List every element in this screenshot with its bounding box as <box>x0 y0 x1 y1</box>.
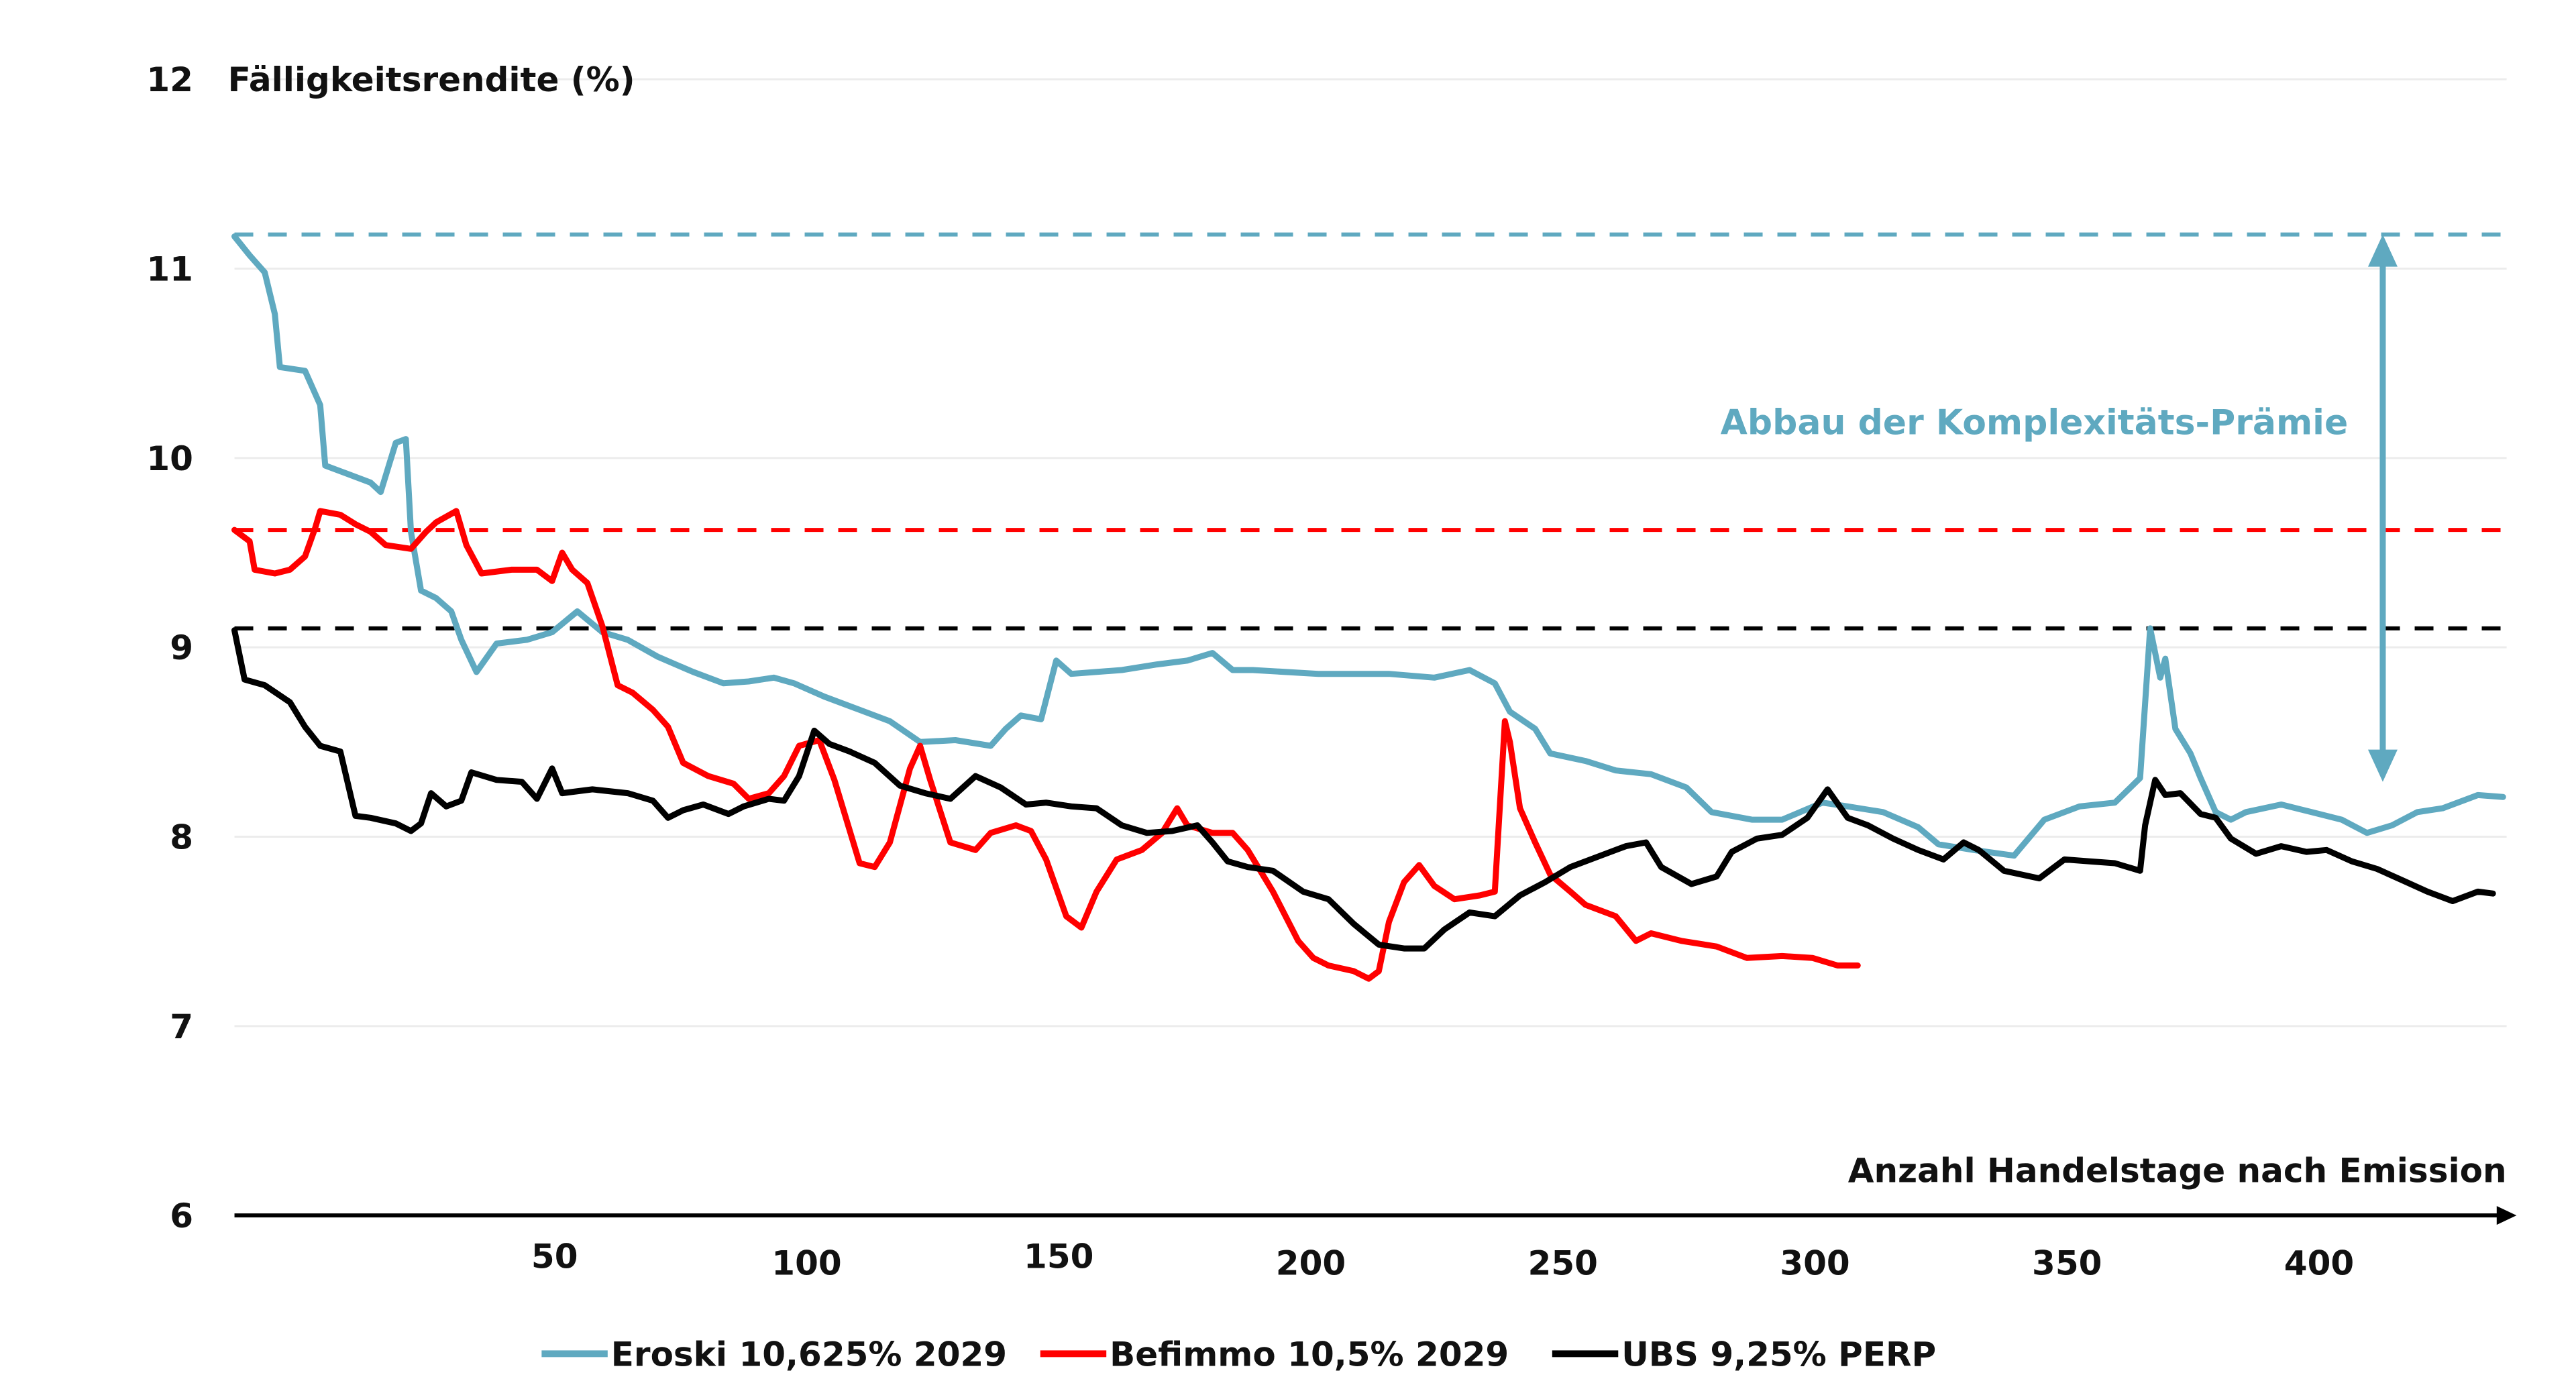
series-line-1 <box>231 508 1861 982</box>
x-axis-title: Anzahl Handelstage nach Emission <box>1848 1151 2507 1190</box>
gridlines <box>234 78 2507 1028</box>
legend-label-1: Befimmo 10,5% 2029 <box>1110 1335 1509 1374</box>
x-axis <box>234 1206 2517 1225</box>
series-line-0 <box>231 233 2506 859</box>
y-tick-label-11: 11 <box>146 250 193 288</box>
legend-label-2: UBS 9,25% PERP <box>1621 1335 1936 1374</box>
annotation-label: Abbau der Komplexitäts-Prämie <box>1721 402 2349 443</box>
y-tick-label-7: 7 <box>170 1007 193 1046</box>
x-axis-ticks: 50 100 150 200 250 300 350 400 <box>531 1237 2354 1282</box>
x-tick-label-100: 100 <box>771 1244 841 1282</box>
arrow-up-icon <box>2367 234 2398 267</box>
x-tick-label-200: 200 <box>1276 1244 1346 1282</box>
y-axis-title: Fälligkeitsrendite (%) <box>228 60 635 99</box>
y-tick-label-9: 9 <box>170 628 193 667</box>
x-tick-label-400: 400 <box>2284 1244 2354 1282</box>
y-tick-label-10: 10 <box>146 439 193 478</box>
arrow-down-icon <box>2367 749 2398 782</box>
y-tick-label-6: 6 <box>170 1197 193 1235</box>
x-tick-label-50: 50 <box>531 1237 578 1276</box>
series-lines <box>231 233 2506 982</box>
x-tick-label-350: 350 <box>2032 1244 2102 1282</box>
x-tick-label-300: 300 <box>1780 1244 1849 1282</box>
reference-lines <box>234 232 2507 630</box>
annotation: Abbau der Komplexitäts-Prämie <box>1721 234 2398 782</box>
legend-label-0: Eroski 10,625% 2029 <box>611 1335 1007 1374</box>
x-tick-label-150: 150 <box>1024 1237 1093 1276</box>
legend: Eroski 10,625% 2029 Befimmo 10,5% 2029 UBS… <box>541 1335 1936 1374</box>
series-line-2 <box>231 627 2496 952</box>
y-axis-ticks: 12 11 10 9 8 7 6 <box>146 60 193 1235</box>
y-tick-label-8: 8 <box>170 818 193 857</box>
x-axis-arrow-icon <box>2496 1206 2517 1225</box>
y-tick-label-12: 12 <box>146 60 193 99</box>
x-tick-label-250: 250 <box>1528 1244 1598 1282</box>
